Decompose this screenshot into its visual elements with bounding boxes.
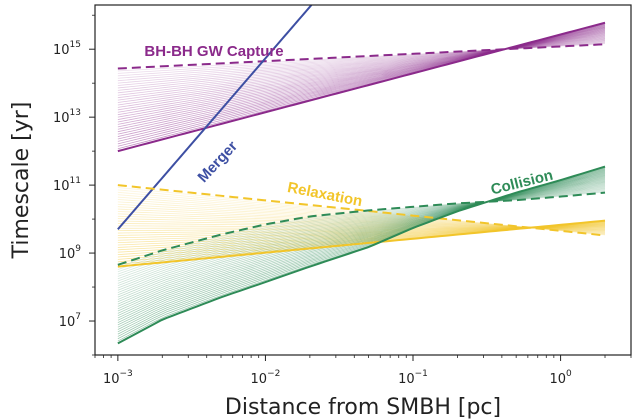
bh-bh-gw-capture-shade-line — [117, 30, 606, 120]
series-label-merger: Merger — [194, 138, 241, 186]
x-tick-label: 10−3 — [103, 369, 133, 387]
bh-bh-gw-capture-shade-line — [117, 31, 606, 118]
y-tick-label: 1013 — [53, 108, 81, 126]
collision-shade-line — [117, 186, 606, 282]
plot-frame — [94, 4, 632, 356]
series-label-relaxation: Relaxation — [286, 179, 364, 210]
collision-dashed-line — [117, 191, 606, 266]
collision-shade-line — [117, 177, 606, 310]
y-axis-label: Timescale [yr] — [9, 102, 34, 260]
collision-shade-line — [117, 173, 606, 321]
collision-shade-line — [117, 171, 606, 328]
y-tick-label: 1015 — [53, 40, 81, 58]
bh-bh-gw-capture-dashed-line — [117, 43, 606, 70]
collision-shade-line — [117, 180, 606, 300]
collision-shade-line — [117, 175, 606, 317]
collision-shade-line — [117, 169, 606, 335]
bh-bh-gw-capture-shade-line — [117, 36, 606, 96]
collision-shade-line — [117, 181, 606, 298]
bh-bh-gw-capture-shade-line — [117, 33, 606, 108]
collision-shade-line — [117, 189, 606, 275]
bh-bh-gw-capture-shade-line — [117, 37, 606, 94]
collision-shade-line — [117, 186, 606, 284]
bh-bh-gw-capture-shade-line — [117, 29, 606, 125]
bh-bh-gw-capture-shade-line — [117, 36, 606, 99]
collision-shade-line — [117, 179, 606, 305]
collision-shade-line — [117, 176, 606, 314]
collision-shade-line — [117, 172, 606, 326]
bh-bh-gw-capture-shade-line — [117, 29, 606, 123]
bh-bh-gw-capture-solid-line — [117, 21, 606, 153]
collision-shade-line — [117, 176, 606, 312]
relaxation-dashed-line — [117, 184, 606, 237]
collision-shade-line — [117, 180, 606, 303]
collision-shade-line — [117, 178, 606, 307]
bh-bh-gw-capture-shade-line — [117, 35, 606, 103]
bh-bh-gw-capture-shade-line — [117, 35, 606, 101]
ticks-layer: 10−3 10−2 10−1 100 107 109 1011 1013 1015 — [53, 14, 632, 387]
bh-bh-gw-capture-shade-line — [117, 38, 606, 91]
bh-bh-gw-capture-shade-line — [117, 28, 606, 130]
collision-shade-line — [117, 183, 606, 293]
collision-shade-line — [117, 182, 606, 296]
lines-layer — [117, 5, 606, 345]
merger-solid-line — [117, 5, 313, 230]
bh-bh-gw-capture-shade-line — [117, 34, 606, 106]
bh-bh-gw-capture-shade-line — [117, 32, 606, 113]
y-tick-label: 107 — [59, 312, 81, 330]
collision-shade-line — [117, 183, 606, 291]
bh-bh-gw-capture-shade-line — [117, 28, 606, 128]
collision-shade-line — [117, 185, 606, 287]
y-tick-label: 109 — [59, 244, 82, 262]
collision-shade-line — [117, 188, 606, 277]
x-axis-label: Distance from SMBH [pc] — [225, 395, 501, 420]
series-label-bh-bh-gw-capture: BH-BH GW Capture — [144, 43, 283, 60]
x-tick-label: 100 — [549, 369, 572, 387]
bh-bh-gw-capture-shade-line — [117, 33, 606, 111]
y-tick-label: 1011 — [53, 176, 81, 194]
collision-shade-line — [117, 173, 606, 323]
collision-shading — [117, 167, 606, 342]
collision-shade-line — [117, 174, 606, 319]
bh-bh-gw-capture-shade-line — [117, 31, 606, 116]
x-tick-label: 10−2 — [251, 369, 281, 387]
x-tick-label: 10−1 — [398, 369, 428, 387]
collision-solid-line — [117, 165, 606, 345]
relaxation-solid-line — [117, 219, 606, 268]
collision-shade-line — [117, 187, 606, 280]
